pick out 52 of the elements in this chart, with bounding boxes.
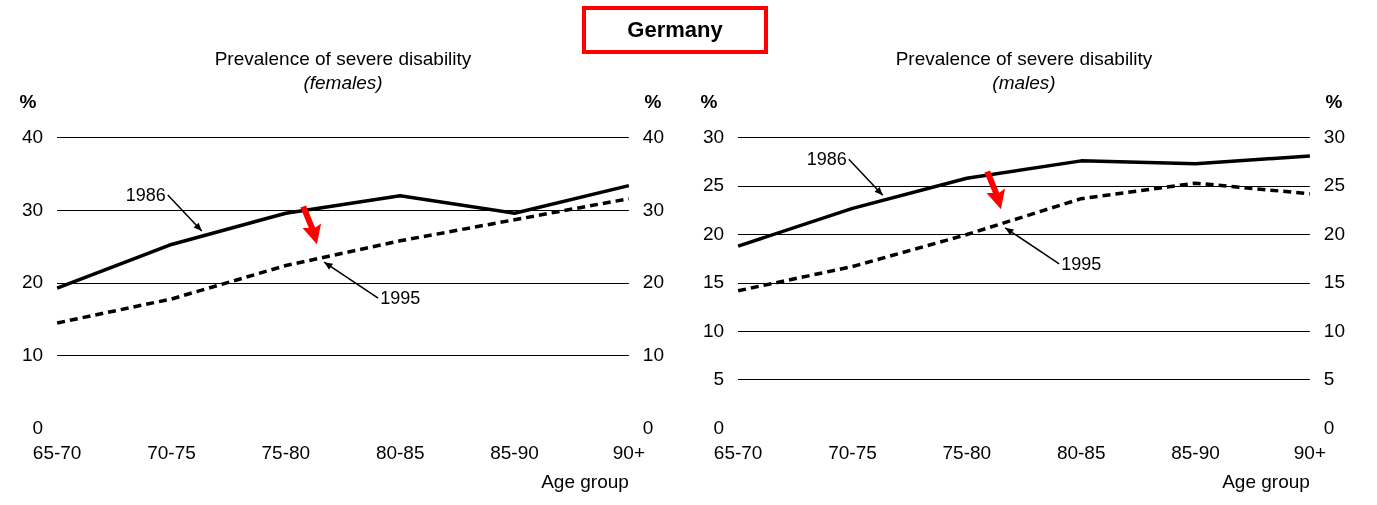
y2-tick-label: 0 xyxy=(642,416,654,438)
x-tick-label: 85-90 xyxy=(490,442,539,464)
y2-axis-title: % xyxy=(1325,90,1343,112)
chart-subtitle: (males) xyxy=(992,72,1056,94)
y-axis-title: % xyxy=(19,90,37,112)
y2-tick-label: 15 xyxy=(1323,271,1346,293)
y2-tick-label: 0 xyxy=(1323,416,1335,438)
y-tick-label: 40 xyxy=(21,125,44,147)
y2-tick-label: 20 xyxy=(642,271,665,293)
y-tick-label: 0 xyxy=(32,416,44,438)
x-tick-label: 75-80 xyxy=(942,442,992,464)
y2-tick-label: 10 xyxy=(1323,319,1346,341)
chart-title: Prevalence of severe disability xyxy=(214,47,472,69)
text: 1986 xyxy=(125,185,166,206)
x-tick-label: 70-75 xyxy=(828,442,877,464)
x-tick-label: 90+ xyxy=(612,442,645,464)
y-tick-label: 30 xyxy=(702,125,725,147)
x-tick-label: 70-75 xyxy=(147,442,196,464)
y-tick-label: 15 xyxy=(702,271,725,293)
y-tick-label: 30 xyxy=(21,198,44,220)
y-tick-label: 20 xyxy=(21,271,44,293)
x-tick-label: 80-85 xyxy=(1056,442,1106,464)
chart-title: Prevalence of severe disability xyxy=(895,47,1153,69)
y-tick-label: 20 xyxy=(702,222,725,244)
text: 1995 xyxy=(380,288,421,309)
y2-tick-label: 5 xyxy=(1323,368,1335,390)
y-tick-label: 5 xyxy=(713,368,725,390)
x-axis-title: Age group xyxy=(1222,470,1310,492)
text: Germany xyxy=(582,6,768,54)
y-tick-label: 0 xyxy=(713,416,725,438)
x-tick-label: 80-85 xyxy=(375,442,425,464)
y2-tick-label: 25 xyxy=(1323,174,1346,196)
text: 1995 xyxy=(1061,253,1102,274)
y2-tick-label: 20 xyxy=(1323,222,1346,244)
y2-tick-label: 10 xyxy=(642,343,665,365)
x-tick-label: 85-90 xyxy=(1171,442,1220,464)
x-tick-label: 75-80 xyxy=(261,442,311,464)
y-axis-title: % xyxy=(700,90,718,112)
y2-tick-label: 40 xyxy=(642,125,665,147)
y-tick-label: 10 xyxy=(21,343,44,365)
y-tick-label: 25 xyxy=(702,174,725,196)
chart-subtitle: (females) xyxy=(303,72,383,94)
y2-tick-label: 30 xyxy=(1323,125,1346,147)
x-tick-label: 65-70 xyxy=(713,442,763,464)
x-tick-label: 65-70 xyxy=(32,442,82,464)
y2-tick-label: 30 xyxy=(642,198,665,220)
text: 1986 xyxy=(806,149,847,170)
y-tick-label: 10 xyxy=(702,319,725,341)
y2-axis-title: % xyxy=(644,90,662,112)
x-tick-label: 90+ xyxy=(1293,442,1326,464)
line-series xyxy=(736,181,1312,293)
x-axis-title: Age group xyxy=(541,470,629,492)
